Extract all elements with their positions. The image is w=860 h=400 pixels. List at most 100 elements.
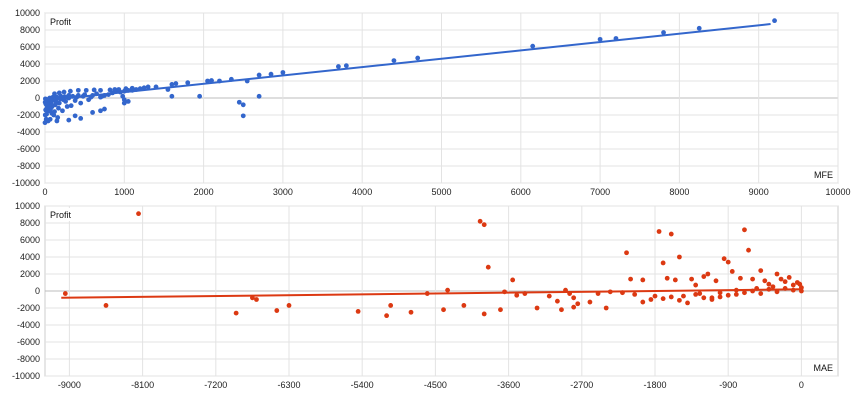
mfe-data-point [98,94,103,100]
mae-data-point [632,292,638,297]
mfe-data-point [197,93,203,99]
mfe-data-point [240,102,246,108]
mfe-data-point [415,55,421,61]
mae-data-point [782,279,788,285]
mae-y-axis-label: Profit [50,210,72,220]
mae-y-tick-label: 2000 [20,269,40,279]
mae-data-point [652,293,658,299]
mfe-data-point [123,86,129,92]
mfe-data-point [173,81,179,86]
mfe-data-point [185,80,191,86]
mae-data-point [697,291,703,296]
mfe-data-point [56,105,61,111]
mae-data-point [701,274,707,279]
mfe-data-point [78,100,84,106]
mae-data-point [786,275,792,280]
mae-x-tick-label: -9000 [58,380,81,390]
mfe-data-point [56,90,62,96]
mfe-data-point [240,113,246,119]
mfe-data-point [121,97,127,103]
mae-x-tick-label: -5400 [351,380,374,390]
mfe-data-point [125,99,131,104]
mfe-x-tick-label: 3000 [273,187,293,197]
mae-data-point [713,278,719,284]
mfe-data-point [597,36,603,42]
mae-data-point [575,301,581,307]
mae-x-tick-label: -3600 [497,380,520,390]
mae-data-point [624,250,629,256]
mae-data-point [677,254,682,260]
mfe-data-point [256,72,262,78]
mae-data-point [481,311,487,317]
mfe-data-point [64,104,70,109]
mae-data-point [689,276,694,282]
mae-data-point [355,309,361,314]
mae-x-tick-label: -2700 [570,380,593,390]
mae-y-tick-label: 0 [35,286,40,296]
mae-ylabel-background [47,208,81,221]
mae-data-point [254,297,259,302]
mae-data-point [717,290,723,296]
mae-data-point [62,291,68,296]
mae-data-point [660,296,666,302]
mfe-y-tick-label: 6000 [20,42,40,52]
mfe-data-point [112,87,118,92]
mae-data-point [481,222,487,228]
mfe-chart: 1000080006000400020000-2000-4000-6000-80… [12,8,851,197]
mfe-y-tick-label: 10000 [15,8,40,18]
mfe-y-tick-label: 0 [35,93,40,103]
mae-data-point [668,294,674,300]
mfe-xlabel-background [808,168,836,181]
mae-data-point [510,277,516,283]
mae-data-point [485,264,491,270]
mfe-data-point [121,100,127,106]
mfe-y-tick-label: -2000 [17,110,40,120]
mae-xlabel-background [808,361,836,374]
mae-data-point [534,305,540,311]
mae-x-tick-label: -4500 [424,380,447,390]
mfe-x-tick-label: 9000 [749,187,769,197]
mae-data-point [668,231,674,237]
mae-x-tick-label: -6300 [277,380,300,390]
mae-data-point [693,292,699,297]
mfe-data-point [256,93,262,99]
mae-data-point [762,278,768,284]
mae-data-point [571,304,577,310]
mfe-data-point [83,87,89,93]
mae-data-point [738,275,743,281]
mfe-data-point [205,78,210,84]
mae-data-point [656,229,662,234]
mae-data-point [750,276,755,282]
mfe-data-point [60,108,65,114]
mae-data-point [286,303,292,308]
mfe-data-point [343,63,349,69]
mfe-x-tick-label: 7000 [590,187,610,197]
mfe-x-tick-label: 2000 [194,187,214,197]
mae-data-point [672,277,678,283]
mae-y-tick-label: 8000 [20,218,40,228]
mae-x-axis-label: MAE [813,363,833,373]
mfe-x-tick-label: 0 [42,187,47,197]
mfe-trendline [44,23,771,102]
mfe-data-point [86,97,92,103]
mae-data-point [441,307,446,313]
mae-data-point [701,295,707,301]
mae-chart: 10000 8000 6000 4000 2000 0 -2000 -4000 -6000 -80… [12,201,839,390]
mae-data-point [571,295,577,301]
mfe-data-point [129,85,135,91]
mae-data-point [408,309,414,315]
mae-data-point [274,308,280,313]
mfe-data-point [772,18,777,24]
mae-y-tick-label: -2000 [17,303,40,313]
mae-data-point [729,269,735,274]
mae-data-point [384,313,389,319]
mae-y-tick-label: -10000 [12,371,40,381]
mfe-x-tick-label: 8000 [669,187,689,197]
mae-data-point [603,305,609,311]
mae-data-point [546,293,552,299]
mae-x-tick-label: 0 [799,380,804,390]
mae-data-point [498,307,503,313]
mae-data-point [693,282,699,288]
mfe-y-tick-label: 2000 [20,76,40,86]
mfe-data-point [90,110,95,115]
